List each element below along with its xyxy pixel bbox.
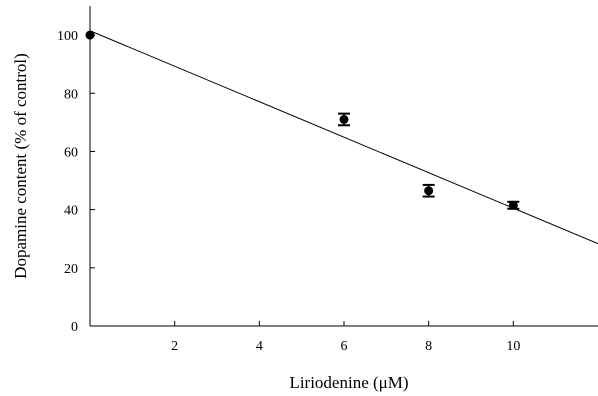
x-tick-label: 8	[425, 339, 432, 354]
fit-line	[89, 30, 598, 245]
axes: 0 20 40 60 80 100 2 4 6 8 10	[57, 6, 598, 354]
data-point	[339, 114, 349, 124]
y-tick-label: 0	[71, 320, 78, 335]
regression-line	[89, 30, 598, 245]
x-tick-label: 4	[256, 339, 263, 354]
data-points	[85, 30, 520, 210]
y-tick-label: 40	[64, 204, 78, 219]
y-tick-label: 100	[57, 29, 78, 44]
data-point	[508, 200, 518, 210]
x-tick-label: 2	[171, 339, 178, 354]
y-tick-label: 80	[64, 87, 78, 102]
data-point	[424, 186, 434, 196]
y-tick-label: 60	[64, 145, 78, 160]
data-point	[85, 30, 95, 40]
x-axis-label: Liriodenine (μM)	[289, 373, 408, 392]
y-axis-label: Dopamine content (% of control)	[11, 53, 30, 279]
y-tick-label: 20	[64, 262, 78, 277]
x-tick-label: 10	[506, 339, 520, 354]
x-tick-label: 6	[341, 339, 348, 354]
